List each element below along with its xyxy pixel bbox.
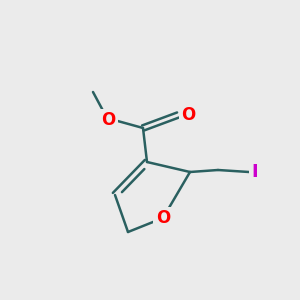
Text: I: I [252,163,258,181]
Text: O: O [181,106,195,124]
Text: O: O [156,209,170,227]
Text: O: O [101,111,115,129]
